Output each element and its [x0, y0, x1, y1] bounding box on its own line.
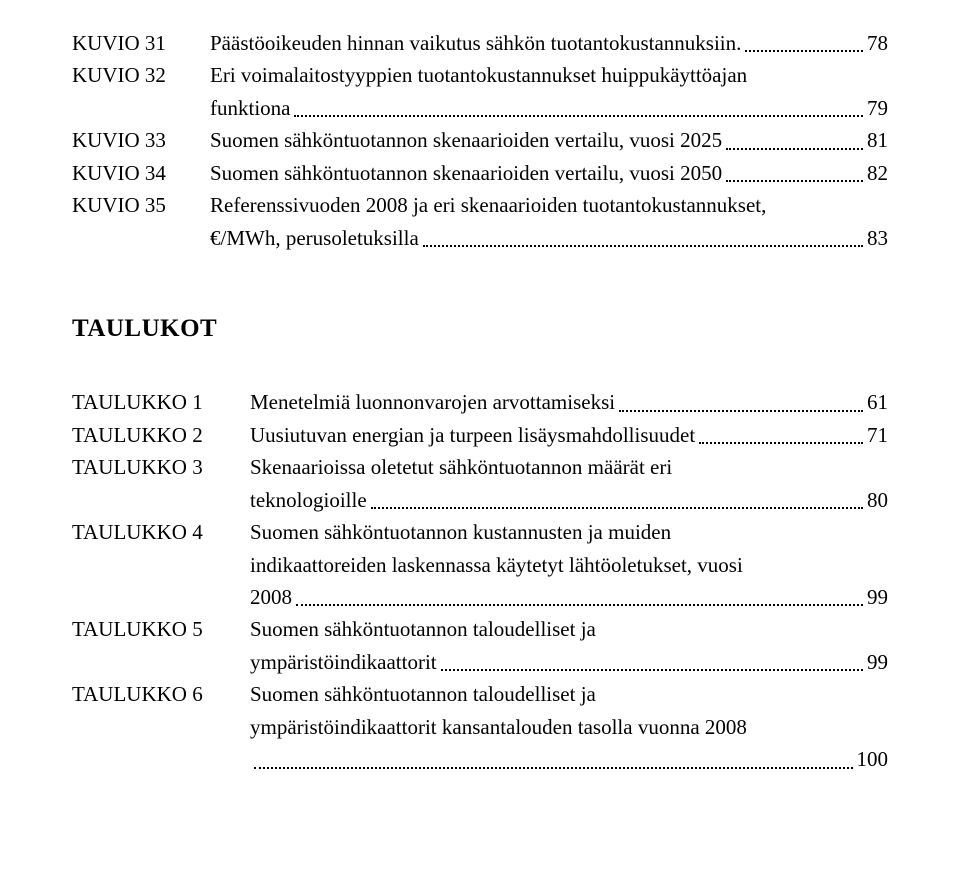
toc-entry-line: indikaattoreiden laskennassa käytetyt lä… — [72, 550, 888, 580]
toc-entry-line: TAULUKKO 3Skenaarioissa oletetut sähkönt… — [72, 452, 888, 482]
tables-heading: TAULUKOT — [72, 311, 888, 347]
leader-dots — [619, 410, 863, 412]
toc-entry-label: TAULUKKO 6 — [72, 679, 250, 709]
toc-entry-line: TAULUKKO 4Suomen sähköntuotannon kustann… — [72, 517, 888, 547]
toc-entry-text: Uusiutuvan energian ja turpeen lisäysmah… — [250, 420, 695, 450]
toc-entry-text: Suomen sähköntuotannon skenaarioiden ver… — [210, 125, 722, 155]
toc-entry-text: Suomen sähköntuotannon taloudelliset ja — [250, 679, 596, 709]
toc-entry-line: TAULUKKO 5Suomen sähköntuotannon taloude… — [72, 614, 888, 644]
leader-dots — [423, 245, 863, 247]
toc-entry-page: 79 — [867, 93, 888, 123]
toc-entry-line: TAULUKKO 1Menetelmiä luonnonvarojen arvo… — [72, 387, 888, 417]
tables-toc-block: TAULUKKO 1Menetelmiä luonnonvarojen arvo… — [72, 387, 888, 774]
toc-entry-page: 61 — [867, 387, 888, 417]
toc-entry-label: KUVIO 32 — [72, 60, 210, 90]
leader-dots — [254, 767, 853, 769]
toc-entry-label: TAULUKKO 2 — [72, 420, 250, 450]
toc-entry-page: 82 — [867, 158, 888, 188]
toc-entry-text: Suomen sähköntuotannon skenaarioiden ver… — [210, 158, 722, 188]
toc-entry-label: KUVIO 34 — [72, 158, 210, 188]
leader-dots — [296, 604, 863, 606]
toc-entry-line: teknologioille 80 — [72, 485, 888, 515]
toc-entry-text: Suomen sähköntuotannon taloudelliset ja — [250, 614, 596, 644]
toc-entry-line: funktiona 79 — [72, 93, 888, 123]
toc-entry-text: Skenaarioissa oletetut sähköntuotannon m… — [250, 452, 672, 482]
toc-entry-text: indikaattoreiden laskennassa käytetyt lä… — [250, 550, 743, 580]
toc-entry-text: €/MWh, perusoletuksilla — [210, 223, 419, 253]
toc-entry-line: €/MWh, perusoletuksilla 83 — [72, 223, 888, 253]
toc-entry-label: KUVIO 35 — [72, 190, 210, 220]
toc-entry-page: 71 — [867, 420, 888, 450]
toc-entry-line: 2008 99 — [72, 582, 888, 612]
leader-dots — [699, 442, 863, 444]
toc-entry-page: 81 — [867, 125, 888, 155]
toc-entry-label: KUVIO 33 — [72, 125, 210, 155]
toc-entry-line: KUVIO 32Eri voimalaitostyyppien tuotanto… — [72, 60, 888, 90]
toc-entry-text: ympäristöindikaattorit kansantalouden ta… — [250, 712, 747, 742]
toc-entry-label: TAULUKKO 5 — [72, 614, 250, 644]
leader-dots — [745, 50, 863, 52]
toc-entry-line: KUVIO 31Päästöoikeuden hinnan vaikutus s… — [72, 28, 888, 58]
toc-entry-page: 99 — [867, 647, 888, 677]
toc-entry-text: Suomen sähköntuotannon kustannusten ja m… — [250, 517, 671, 547]
toc-entry-text: ympäristöindikaattorit — [250, 647, 437, 677]
toc-entry-text: 2008 — [250, 582, 292, 612]
toc-entry-text: Referenssivuoden 2008 ja eri skenaarioid… — [210, 190, 766, 220]
toc-entry-page: 80 — [867, 485, 888, 515]
toc-entry-line: TAULUKKO 6Suomen sähköntuotannon taloude… — [72, 679, 888, 709]
toc-entry-page: 99 — [867, 582, 888, 612]
toc-entry-label: TAULUKKO 4 — [72, 517, 250, 547]
toc-entry-page: 78 — [867, 28, 888, 58]
toc-entry-text: Eri voimalaitostyyppien tuotantokustannu… — [210, 60, 747, 90]
toc-entry-text: Päästöoikeuden hinnan vaikutus sähkön tu… — [210, 28, 741, 58]
leader-dots — [371, 507, 863, 509]
toc-entry-line: ympäristöindikaattorit kansantalouden ta… — [72, 712, 888, 742]
toc-entry-page: 83 — [867, 223, 888, 253]
toc-entry-line: KUVIO 34Suomen sähköntuotannon skenaario… — [72, 158, 888, 188]
figures-toc-block: KUVIO 31Päästöoikeuden hinnan vaikutus s… — [72, 28, 888, 253]
toc-entry-line: 100 — [72, 744, 888, 774]
toc-entry-label: KUVIO 31 — [72, 28, 210, 58]
toc-entry-line: KUVIO 35Referenssivuoden 2008 ja eri ske… — [72, 190, 888, 220]
leader-dots — [726, 180, 863, 182]
toc-entry-line: TAULUKKO 2Uusiutuvan energian ja turpeen… — [72, 420, 888, 450]
leader-dots — [441, 669, 863, 671]
toc-entry-text: teknologioille — [250, 485, 367, 515]
leader-dots — [726, 148, 863, 150]
toc-entry-line: ympäristöindikaattorit 99 — [72, 647, 888, 677]
toc-entry-label: TAULUKKO 1 — [72, 387, 250, 417]
toc-entry-text: Menetelmiä luonnonvarojen arvottamiseksi — [250, 387, 615, 417]
toc-entry-text: funktiona — [210, 93, 290, 123]
leader-dots — [294, 115, 863, 117]
toc-entry-label: TAULUKKO 3 — [72, 452, 250, 482]
toc-entry-line: KUVIO 33Suomen sähköntuotannon skenaario… — [72, 125, 888, 155]
toc-entry-page: 100 — [857, 744, 889, 774]
